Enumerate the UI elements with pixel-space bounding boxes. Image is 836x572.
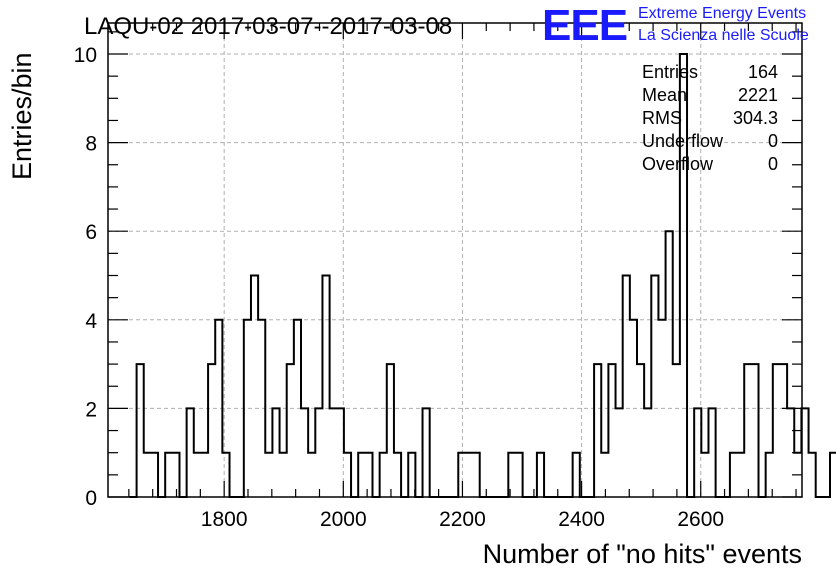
chart-title: LAQU-02 2017-03-07--2017-03-08 bbox=[84, 13, 452, 40]
stats-label-overflow: Overflow bbox=[642, 154, 714, 174]
y-axis-label: Entries/bin bbox=[7, 52, 37, 180]
axis-ticks bbox=[108, 23, 802, 498]
stats-label-entries: Entries bbox=[642, 62, 698, 82]
y-tick-label-8: 8 bbox=[85, 133, 97, 156]
x-axis-label: Number of "no hits" events bbox=[483, 539, 802, 569]
tick-labels: 1800 2000 2200 2400 2600 0 2 4 6 8 10 bbox=[74, 44, 724, 531]
stats-value-rms: 304.3 bbox=[733, 108, 778, 128]
eee-logo-mark: EEE bbox=[542, 1, 627, 50]
stats-value-entries: 164 bbox=[748, 62, 778, 82]
stats-value-overflow: 0 bbox=[768, 154, 778, 174]
y-tick-label-2: 2 bbox=[85, 398, 97, 421]
eee-logo-line-2: La Scienza nelle Scuole bbox=[638, 27, 809, 44]
y-tick-label-0: 0 bbox=[85, 487, 97, 510]
y-tick-label-4: 4 bbox=[85, 310, 97, 333]
stats-value-underflow: 0 bbox=[768, 131, 778, 151]
stats-label-mean: Mean bbox=[642, 85, 687, 105]
x-tick-label-1800: 1800 bbox=[201, 508, 248, 531]
x-tick-label-2000: 2000 bbox=[320, 508, 367, 531]
plot-frame bbox=[107, 22, 803, 498]
x-tick-label-2200: 2200 bbox=[439, 508, 486, 531]
y-tick-label-6: 6 bbox=[85, 221, 97, 244]
stats-label-rms: RMS bbox=[642, 108, 682, 128]
stats-value-mean: 2221 bbox=[738, 85, 778, 105]
stats-label-underflow: Underflow bbox=[642, 131, 724, 151]
eee-logo: EEE Extreme Energy Events La Scienza nel… bbox=[542, 1, 809, 50]
y-tick-label-10: 10 bbox=[74, 44, 97, 67]
x-tick-label-2600: 2600 bbox=[677, 508, 724, 531]
x-tick-label-2400: 2400 bbox=[558, 508, 605, 531]
eee-logo-line-1: Extreme Energy Events bbox=[638, 5, 806, 22]
stats-box: Entries 164 Mean 2221 RMS 304.3 Underflow 0 Over… bbox=[642, 62, 778, 174]
